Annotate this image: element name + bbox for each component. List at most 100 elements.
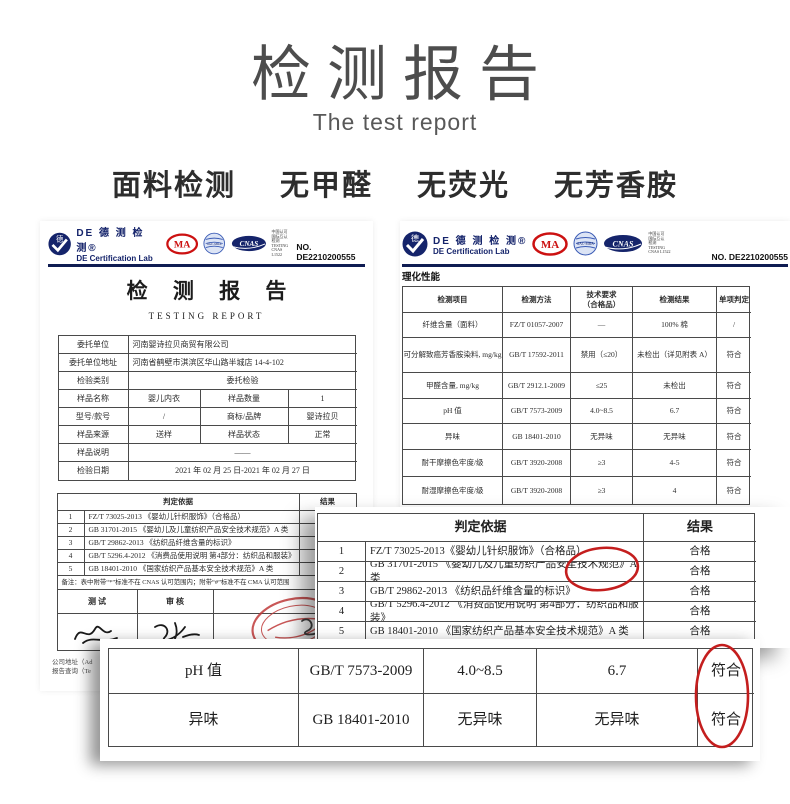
svg-text:ilAC-MRA: ilAC-MRA — [578, 242, 595, 246]
cell-verdict: 符合 — [717, 424, 751, 450]
cell-verdict: 符合 — [717, 399, 751, 424]
cell-result: 未检出 — [633, 373, 717, 399]
cnas-logo: CNAS — [231, 235, 266, 252]
cell-result: 100% 棉 — [633, 313, 717, 338]
cell-requirement: 禁用（≤20） — [571, 338, 633, 373]
basis-text: FZ/T 73025-2013 《婴幼儿针织服饰》（合格品） — [84, 511, 300, 524]
cell-verdict: 符合 — [717, 373, 751, 399]
signature-cell — [138, 614, 214, 650]
cell-verdict: 符合 — [710, 711, 741, 728]
info-value: 河南省鹤壁市淇滨区华山路半城店 14-4-102 — [128, 354, 357, 372]
cma-logo: MA — [166, 232, 198, 255]
info-label: 委托单位 — [58, 336, 129, 354]
basis-text: GB 18401-2010 《国家纺织产品基本安全技术规范》A 类 — [366, 622, 644, 642]
lab-name-en: DE Certification Lab — [433, 246, 510, 256]
info-label: 样品名称 — [58, 390, 129, 408]
ilac-mra-logo: ilAC-MRA — [203, 232, 226, 255]
tagline-item: 无芳香胺 — [554, 170, 679, 202]
cell-item: 耐湿摩擦色牢度/级 — [403, 477, 503, 504]
zoomed-basis-panel: 判定依据 结果 1 FZ/T 73025-2013《婴幼儿针织服饰》（合格品） … — [315, 507, 790, 648]
info-label: 样品状态 — [200, 426, 289, 444]
basis-no: 2 — [318, 562, 366, 582]
basis-no: 3 — [57, 537, 85, 550]
cell-method: GB/T 7573-2009 — [503, 399, 571, 424]
cell-item: 可分解致癌芳香胺染料, mg/kg — [403, 338, 503, 373]
info-value: 送样 — [128, 426, 201, 444]
svg-text:CNAS: CNAS — [239, 240, 258, 248]
basis-result: 合格 — [644, 542, 756, 562]
cert-header: 德 DE 德 测 检 测® DE Certification Lab MA il… — [402, 225, 788, 267]
cell-verdict: 符合 — [726, 485, 742, 495]
basis-text: GB 31701-2015 《婴幼儿及儿童纺织产品安全技术规范》A 类 — [84, 524, 300, 537]
cell-requirement: ≥3 — [571, 450, 633, 477]
cell-result: 未检出（详见附表 A） — [633, 338, 717, 373]
report-title-cn: 检 测 报 告 — [126, 279, 297, 303]
basis-text: FZ/T 73025-2013《婴幼儿针织服饰》（合格品） — [366, 542, 644, 562]
ilac-mra-logo: ilAC-MRA — [573, 231, 598, 256]
basis-header: 判定依据 — [57, 494, 300, 511]
cell-method: GB 18401-2010 — [299, 694, 424, 746]
cell-method: GB/T 17592-2011 — [503, 338, 571, 373]
basis-no: 3 — [318, 582, 366, 602]
info-value: 委托检验 — [128, 372, 357, 390]
col-header: 检测项目 — [403, 287, 503, 313]
cell-method: GB 18401-2010 — [503, 424, 571, 450]
basis-text: GB/T 29862-2013 《纺织品纤维含量的标识》 — [366, 582, 644, 602]
col-header: 检测方法 — [503, 287, 571, 313]
cell-requirement: — — [571, 313, 633, 338]
cnas-accreditation-lines: 中国认可 国际互认 检测 TESTING CNAS L1522 — [648, 231, 671, 255]
right-report-document: 德 DE 德 测 检 测® DE Certification Lab MA il… — [400, 221, 790, 513]
cnas-accreditation-lines: 中国认可 国际互认 检测 TESTING CNAS L1522 — [271, 229, 289, 257]
sign-header-approve — [213, 590, 356, 614]
cell-requirement: 无异味 — [424, 694, 537, 746]
hero-section: 检测报告 The test report 面料检测 无甲醛 无荧光 无芳香胺 — [0, 0, 790, 204]
basis-result: 合格 — [644, 582, 756, 602]
info-label: 样品说明 — [58, 444, 129, 462]
info-value: 河南婴诗拉贝商贸有限公司 — [128, 336, 357, 354]
zoomed-basis-table: 判定依据 结果 1 FZ/T 73025-2013《婴幼儿针织服饰》（合格品） … — [317, 513, 756, 643]
col-header: 技术要求 （合格品） — [571, 287, 633, 313]
cell-item: 耐干摩擦色牢度/级 — [403, 450, 503, 477]
basis-text: GB 18401-2010 《国家纺织产品基本安全技术规范》A 类 — [84, 563, 300, 576]
sample-info-table: 委托单位 河南婴诗拉贝商贸有限公司 委托单位地址 河南省鹤壁市淇滨区华山路半城店… — [57, 335, 357, 481]
info-label: 委托单位地址 — [58, 354, 129, 372]
de-lab-seal-icon: 德 — [402, 231, 428, 256]
cert-header: 德 DE 德 测 检 测® DE Certification Lab MA il… — [48, 225, 365, 267]
basis-result: 合格 — [689, 626, 711, 638]
col-header: 检测结果 — [633, 287, 717, 313]
basis-no: 4 — [318, 602, 366, 622]
page-title: 检测报告 — [251, 41, 555, 108]
lab-name: DE 德 测 检 测® DE Certification Lab — [76, 224, 161, 263]
page-subtitle: The test report — [312, 109, 478, 135]
cell-result: 6.7 — [633, 399, 717, 424]
cell-method: GB/T 3920-2008 — [503, 450, 571, 477]
lab-name-cn: DE 德 测 检 测® — [433, 235, 528, 247]
info-value: 正常 — [288, 426, 357, 444]
info-label: 样品数量 — [200, 390, 289, 408]
col-header: 单项判定 — [717, 287, 751, 313]
info-value: 1 — [288, 390, 357, 408]
cell-requirement: 无异味 — [571, 424, 633, 450]
svg-text:ilAC-MRA: ilAC-MRA — [207, 242, 222, 246]
table-note: 备注：表中附带“*”标准不在 CNAS 认可范围内；附带“#”标准不在 CMA … — [61, 578, 290, 586]
basis-text: GB/T 5296.4-2012 《消费品使用说明 第4部分：纺织品和服装》 — [366, 602, 644, 622]
cell-item: 纤维含量（面料） — [403, 313, 503, 338]
judgment-basis-table: 判定依据 结果 1 FZ/T 73025-2013 《婴幼儿针织服饰》（合格品）… — [56, 493, 357, 590]
info-value: 婴诗拉贝 — [288, 408, 357, 426]
result-header: 结果 — [644, 514, 756, 542]
cell-result: 6.7 — [537, 649, 698, 694]
cell-requirement: ≥3 — [571, 477, 633, 504]
cell-result: 4-5 — [633, 450, 717, 477]
lab-name-en: DE Certification Lab — [76, 254, 153, 263]
cell-method: FZ/T 01057-2007 — [503, 313, 571, 338]
info-value: 婴儿内衣 — [128, 390, 201, 408]
svg-text:MA: MA — [174, 239, 191, 250]
doc-footer: 公司地址（Ad 报告查询（Te — [52, 659, 92, 676]
cell-verdict: 符合 — [698, 649, 754, 694]
basis-no: 4 — [57, 550, 85, 563]
lab-name-cn: DE 德 测 检 测® — [76, 228, 145, 254]
cell-result: 无异味 — [633, 424, 717, 450]
report-title-en: TESTING REPORT — [148, 311, 265, 321]
info-label: 型号/款号 — [58, 408, 129, 426]
